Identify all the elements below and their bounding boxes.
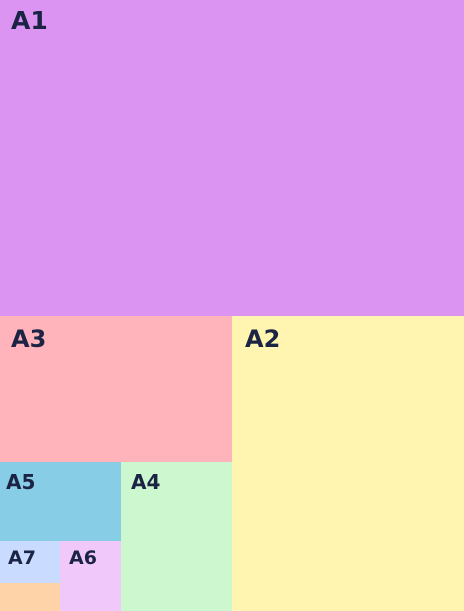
node-label: A6 [69,547,97,569]
node-label: A7 [8,547,36,569]
node-label: A5 [6,470,36,494]
node-label: A4 [131,470,161,494]
a7-region: A7 [0,541,60,583]
node-label: A1 [11,6,48,35]
a5-region: A5 [0,462,121,541]
a6-region: A6 [60,541,121,611]
a8-region [0,583,60,611]
node-label: A3 [11,325,47,353]
a4-region: A4 [121,462,232,611]
a1-region: A1 [0,0,464,316]
a2-region: A2 [232,316,464,611]
node-label: A2 [245,325,281,353]
a3-region: A3 [0,316,232,462]
